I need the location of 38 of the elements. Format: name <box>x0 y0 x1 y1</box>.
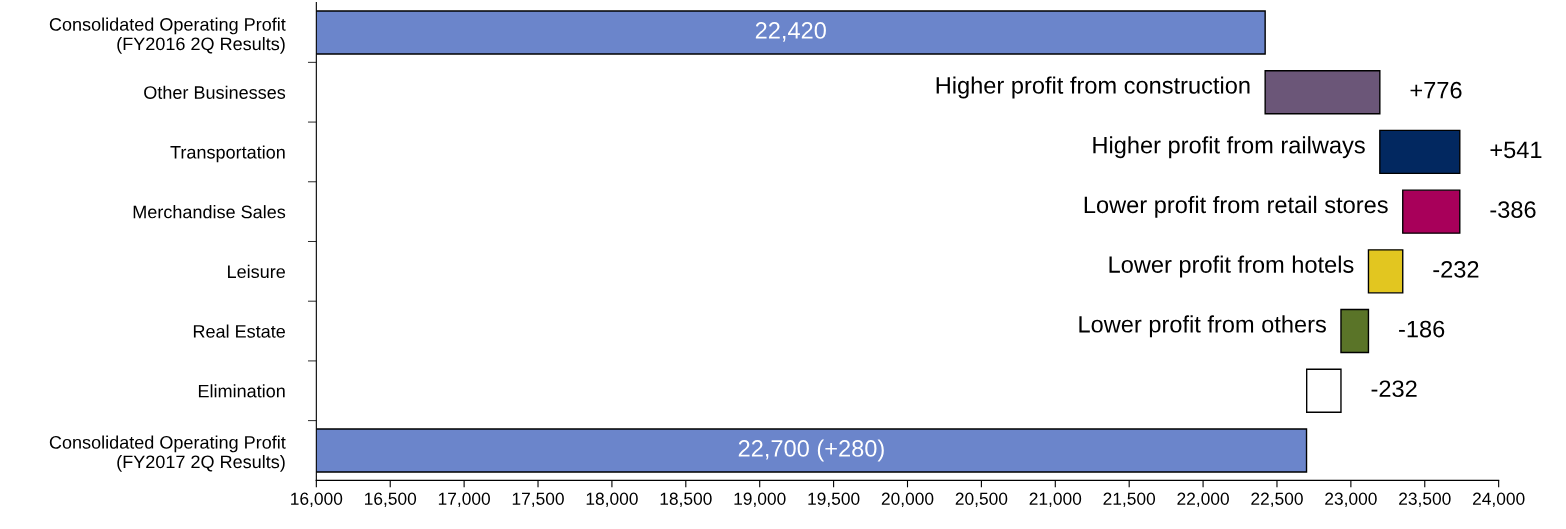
data-label: -232 <box>1433 260 1479 278</box>
y-tick-label: Real Estate <box>193 324 285 338</box>
x-tick-label: 17,500 <box>512 492 564 507</box>
x-tick-label: 24,000 <box>1472 492 1525 507</box>
annotation: Lower profit from hotels <box>1109 255 1354 278</box>
x-tick-label: 17,000 <box>438 492 490 507</box>
x-tick-label: 21,000 <box>1029 492 1082 507</box>
x-tick-label: 23,000 <box>1325 492 1377 507</box>
y-tick-label: Leisure <box>228 264 285 279</box>
x-tick-label: 23,500 <box>1399 492 1451 507</box>
data-label: 22,700 (+280) <box>738 439 884 462</box>
x-tick-label: 21,500 <box>1103 492 1156 507</box>
x-tick-label: 20,500 <box>955 492 1008 507</box>
data-label: -386 <box>1490 201 1536 218</box>
x-tick-label: 19,500 <box>808 492 860 507</box>
annotation: Higher profit from railways <box>1093 136 1365 159</box>
x-tick-label: 22,000 <box>1177 492 1229 507</box>
data-label: -186 <box>1399 320 1445 338</box>
x-tick-label: 20,000 <box>881 492 934 507</box>
data-label: 22,420 <box>755 22 826 42</box>
x-tick-label: 18,500 <box>660 492 712 507</box>
annotation: Lower profit from others <box>1079 315 1326 338</box>
x-tick-label: 22,500 <box>1251 492 1303 507</box>
y-tick-label: Consolidated Operating Profit (FY2016 2Q Results) <box>49 17 286 54</box>
y-tick-label: Transportation <box>170 145 285 163</box>
x-tick-label: 16,000 <box>291 492 343 507</box>
data-label: +541 <box>1490 141 1542 159</box>
y-tick-label: Other Businesses <box>144 85 286 99</box>
y-tick-label: Elimination <box>198 384 285 398</box>
data-label: +776 <box>1410 81 1462 99</box>
y-tick-label: Merchandise Sales <box>133 205 286 219</box>
x-tick-label: 16,500 <box>365 492 417 507</box>
data-label: -232 <box>1371 380 1417 398</box>
x-tick-label: 19,000 <box>734 492 786 507</box>
y-tick-label: Consolidated Operating Profit (FY2017 2Q Results) <box>49 435 286 472</box>
annotation: Higher profit from construction <box>936 76 1250 99</box>
annotation: Lower profit from retail stores <box>1084 195 1388 218</box>
x-tick-label: 18,000 <box>586 492 638 507</box>
